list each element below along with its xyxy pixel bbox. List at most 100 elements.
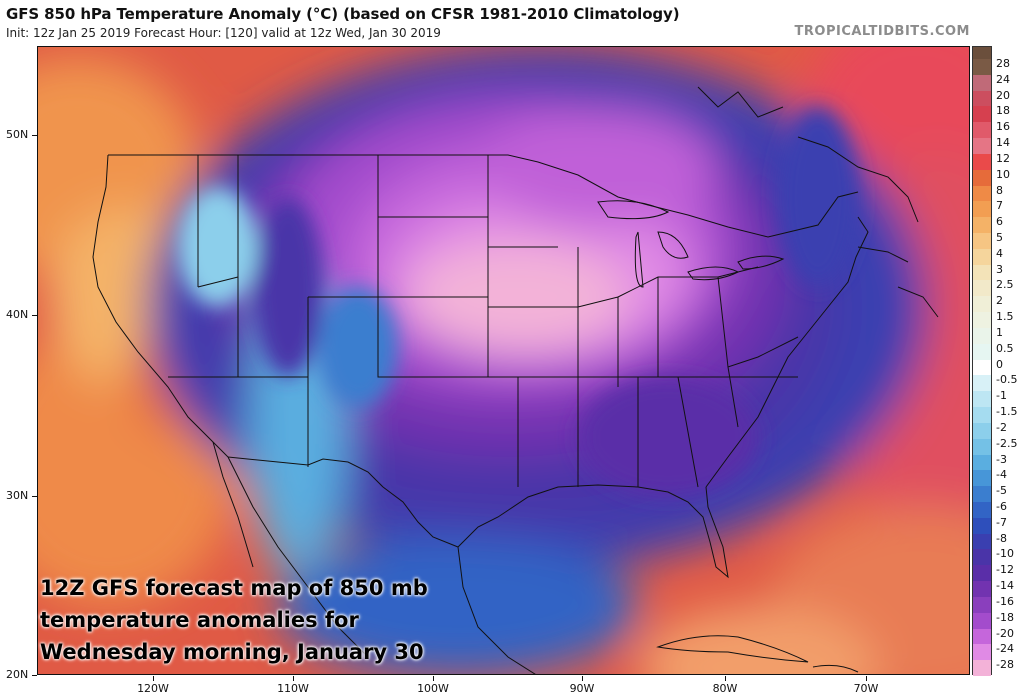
- colorbar-label: -5: [996, 484, 1007, 498]
- colorbar-label: -2.5: [996, 436, 1018, 450]
- colorbar-label: -10: [996, 547, 1014, 561]
- colorbar-label: 1.5: [996, 310, 1014, 324]
- map-subtitle: Init: 12z Jan 25 2019 Forecast Hour: [12…: [6, 26, 441, 40]
- colorbar-swatch: [973, 581, 991, 598]
- colorbar-label: 14: [996, 136, 1010, 150]
- colorbar-swatch: [973, 596, 991, 614]
- colorbar-swatch: [973, 201, 991, 218]
- map-title: GFS 850 hPa Temperature Anomaly (°C) (ba…: [6, 5, 680, 23]
- lon-tick: [866, 676, 867, 681]
- colorbar-label: -7: [996, 515, 1007, 529]
- colorbar-label: 10: [996, 167, 1010, 181]
- colorbar-cap: [973, 47, 991, 59]
- colorbar-label: -20: [996, 626, 1014, 640]
- colorbar-swatch: [973, 327, 991, 345]
- colorbar-swatch: [973, 280, 991, 297]
- map-canvas: [38, 47, 969, 674]
- colorbar-swatch: [973, 470, 991, 487]
- colorbar-label: -28: [996, 658, 1014, 672]
- colorbar-swatch: [973, 169, 991, 187]
- colorbar-swatch: [973, 74, 991, 92]
- colorbar-label: 3: [996, 262, 1003, 276]
- lon-tick: [293, 676, 294, 681]
- colorbar-swatch: [973, 533, 991, 550]
- lat-tick: [32, 496, 37, 497]
- colorbar-swatch: [973, 312, 991, 329]
- lon-tick: [725, 676, 726, 681]
- colorbar-label: 6: [996, 215, 1003, 229]
- colorbar-swatch: [973, 422, 991, 440]
- colorbar-label: 12: [996, 151, 1010, 165]
- anomaly-map: [37, 46, 970, 675]
- colorbar-label: 0.5: [996, 341, 1014, 355]
- colorbar-label: -16: [996, 594, 1014, 608]
- colorbar-swatch: [973, 628, 991, 645]
- colorbar-swatch: [973, 90, 991, 107]
- colorbar-swatch: [973, 438, 991, 455]
- colorbar-swatch: [973, 217, 991, 234]
- colorbar-swatch: [973, 486, 991, 503]
- colorbar-label: 20: [996, 88, 1010, 102]
- lon-tick: [433, 676, 434, 681]
- colorbar-swatch: [973, 138, 991, 155]
- colorbar-swatch: [973, 185, 991, 202]
- lat-label-50n: 50N: [6, 128, 29, 141]
- colorbar-label: -14: [996, 579, 1014, 593]
- lon-label-120w: 120W: [137, 682, 169, 695]
- colorbar-label: 24: [996, 72, 1010, 86]
- colorbar-label: -3: [996, 452, 1007, 466]
- colorbar-swatch: [973, 264, 991, 281]
- colorbar-label: -1.5: [996, 405, 1018, 419]
- brand-watermark: TROPICALTIDBITS.COM: [794, 24, 970, 39]
- lon-label-90w: 90W: [569, 682, 595, 695]
- colorbar-label: 2: [996, 294, 1003, 308]
- lat-tick: [32, 135, 37, 136]
- lon-label-100w: 100W: [417, 682, 449, 695]
- colorbar-swatch: [973, 106, 991, 123]
- colorbar-label: -1: [996, 389, 1007, 403]
- caption-line: Wednesday morning, January 30: [40, 640, 424, 664]
- colorbar-label: 28: [996, 57, 1010, 70]
- colorbar-swatch: [973, 565, 991, 582]
- colorbar-label: 0: [996, 357, 1003, 371]
- colorbar-swatch: [973, 644, 991, 661]
- colorbar-label: -8: [996, 531, 1007, 545]
- lat-label-20n: 20N: [6, 668, 29, 681]
- colorbar-swatch: [973, 612, 991, 630]
- colorbar-label: 1: [996, 325, 1003, 339]
- lon-label-80w: 80W: [712, 682, 738, 695]
- colorbar-swatch: [973, 343, 991, 361]
- colorbar-swatch: [973, 501, 991, 519]
- colorbar-swatch: [973, 660, 991, 677]
- colorbar-swatch: [973, 391, 991, 408]
- colorbar-label: -4: [996, 468, 1007, 482]
- colorbar-swatch: [973, 454, 991, 471]
- colorbar-label: 2.5: [996, 278, 1014, 292]
- colorbar-label: 8: [996, 183, 1003, 197]
- political-borders: [92, 86, 939, 674]
- lat-tick: [32, 315, 37, 316]
- colorbar-swatch: [973, 375, 991, 392]
- colorbar-label: 5: [996, 231, 1003, 245]
- colorbar-swatch: [973, 359, 991, 376]
- colorbar-label: -12: [996, 563, 1014, 577]
- colorbar-swatch: [973, 407, 991, 424]
- colorbar-swatch: [973, 296, 991, 313]
- colorbar-swatch: [973, 59, 991, 76]
- colorbar-label: 18: [996, 104, 1010, 118]
- caption-overlay: 12Z GFS forecast map of 850 mb temperatu…: [40, 572, 428, 668]
- lon-tick: [582, 676, 583, 681]
- colorbar-label: -2: [996, 420, 1007, 434]
- colorbar-label: -0.5: [996, 373, 1018, 387]
- caption-line: temperature anomalies for: [40, 608, 359, 632]
- colorbar-label: -6: [996, 499, 1007, 513]
- lon-label-70w: 70W: [853, 682, 879, 695]
- colorbar-label: 16: [996, 120, 1010, 134]
- colorbar-swatch: [973, 248, 991, 266]
- colorbar-label: -24: [996, 642, 1014, 656]
- colorbar-swatch: [973, 153, 991, 171]
- colorbar-swatch: [973, 517, 991, 535]
- lon-label-110w: 110W: [277, 682, 309, 695]
- colorbar-label: 7: [996, 199, 1003, 213]
- colorbar-label: -18: [996, 610, 1014, 624]
